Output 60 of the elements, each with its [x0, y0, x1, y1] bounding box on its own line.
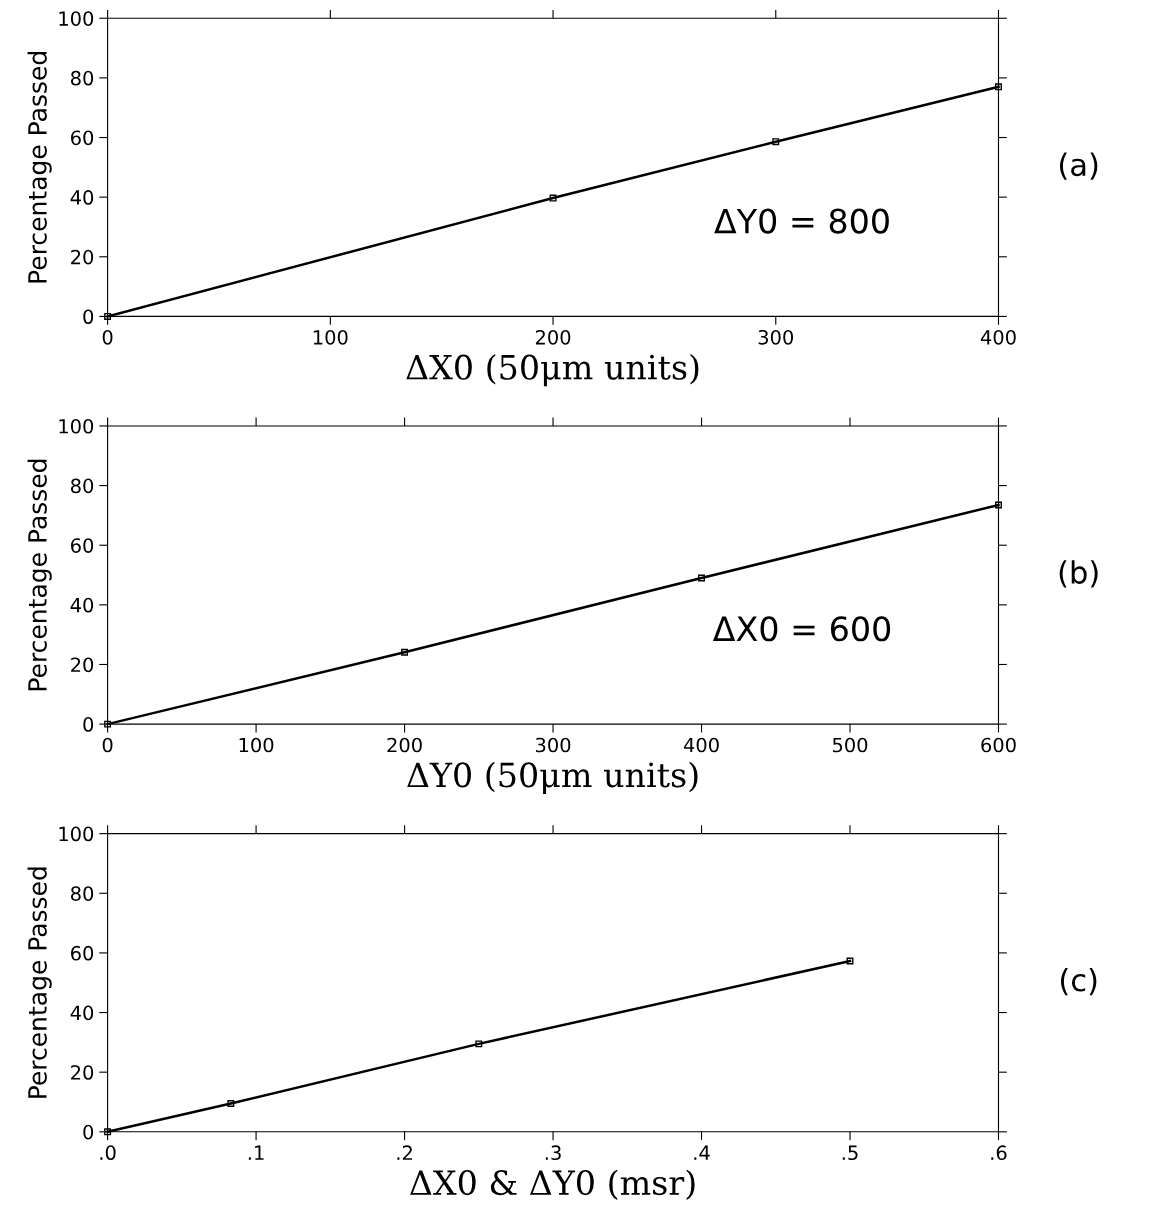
x-tick-label: .5 [842, 1145, 858, 1161]
x-tick-label: .6 [991, 1145, 1007, 1161]
y-tick-label: 80 [70, 70, 94, 86]
x-tick-label: 100 [239, 737, 274, 753]
x-tick-label: .0 [100, 1145, 116, 1161]
y-axis-title: Percentage Passed [27, 867, 52, 1098]
x-tick-label: .1 [248, 1145, 264, 1160]
point [698, 574, 706, 582]
point [846, 957, 854, 965]
point [995, 83, 1002, 91]
y-axis-title: Percentage Passed [27, 52, 52, 283]
x-tick-label: 0 [102, 329, 113, 345]
point [401, 648, 409, 656]
y-tick-label: 40 [70, 597, 94, 613]
y-tick-label: 100 [59, 11, 94, 26]
y-tick-label: 20 [71, 657, 94, 673]
point [549, 194, 557, 202]
point [772, 138, 780, 146]
x-tick-label: 400 [980, 329, 1016, 345]
x-tick-label: .2 [397, 1145, 412, 1160]
y-tick-label: 40 [70, 190, 94, 205]
x-tick-label: 600 [981, 737, 1016, 753]
y-tick-label: 60 [71, 945, 94, 961]
x-tick-label: 0 [102, 737, 113, 753]
y-tick-label: 100 [59, 826, 94, 842]
y-tick-label: 20 [71, 1065, 94, 1080]
text: (a) [1060, 152, 1098, 180]
x-axis-title: ΔX0 & ΔY0 (msr) [410, 1169, 695, 1200]
x-tick-label: 400 [683, 737, 719, 753]
annotation: ΔX0 = 600 [712, 616, 891, 642]
x-tick-label: 200 [387, 737, 422, 753]
y-tick-label: 80 [70, 886, 94, 901]
y-tick-label: 60 [71, 538, 94, 553]
x-tick-label: 300 [535, 737, 571, 753]
text: (b) [1059, 560, 1098, 588]
point [995, 501, 1002, 509]
point [475, 1040, 483, 1048]
x-tick-label: 300 [758, 329, 794, 345]
y-tick-label: 40 [70, 1005, 94, 1021]
annotation: ΔY0 = 800 [714, 208, 889, 234]
x-tick-label: .4 [694, 1145, 710, 1160]
y-tick-label: 80 [70, 478, 94, 494]
y-tick-label: 20 [71, 249, 94, 265]
y-tick-label: 0 [83, 309, 94, 325]
point [227, 1100, 235, 1107]
y-tick-label: 0 [83, 1124, 94, 1140]
text: (c) [1060, 967, 1097, 996]
point [104, 1128, 112, 1136]
x-tick-label: .3 [545, 1145, 561, 1161]
y-tick-label: 60 [71, 130, 94, 146]
y-tick-label: 100 [59, 418, 94, 434]
y-axis-title: Percentage Passed [27, 459, 52, 691]
x-tick-label: 500 [832, 737, 868, 753]
point [104, 312, 112, 320]
x-axis-title: ΔY0 (50μm units) [407, 761, 698, 794]
y-tick-label: 0 [83, 717, 94, 732]
x-axis-title: ΔX0 (50μm units) [406, 353, 699, 387]
point [104, 720, 112, 728]
x-tick-label: 100 [313, 329, 348, 345]
x-tick-label: 200 [535, 329, 571, 345]
